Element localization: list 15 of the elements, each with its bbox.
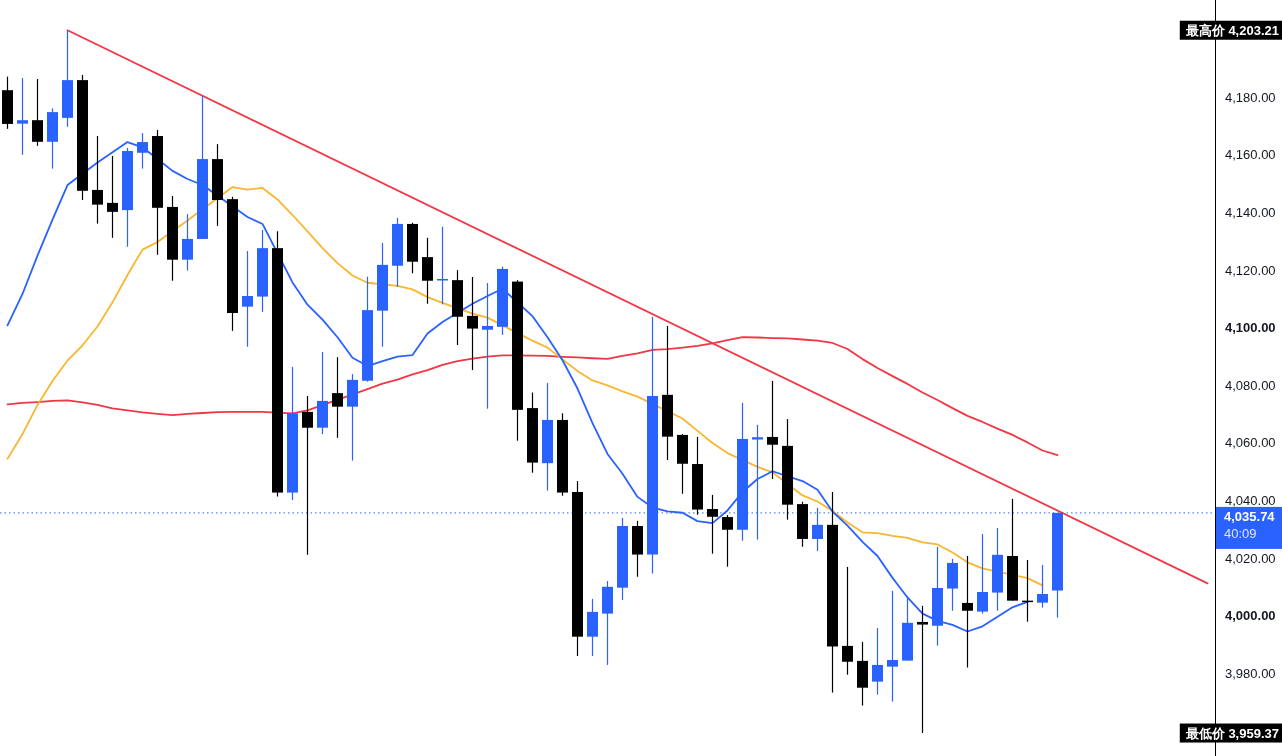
y-tick-label: 4,140.00 xyxy=(1225,204,1276,220)
y-tick-label: 3,980.00 xyxy=(1225,666,1276,682)
y-tick-label: 4,020.00 xyxy=(1225,550,1276,566)
y-tick-label: 4,180.00 xyxy=(1225,89,1276,105)
y-tick-label: 4,060.00 xyxy=(1225,435,1276,451)
text: 40:09 xyxy=(1224,525,1257,541)
y-tick-label: 4,120.00 xyxy=(1225,262,1276,278)
y-tick-label: 4,100.00 xyxy=(1225,320,1276,336)
y-tick-label: 4,040.00 xyxy=(1225,493,1276,509)
y-tick-label: 4,080.00 xyxy=(1225,377,1276,393)
annotation: 最低价 3,959.37 xyxy=(1184,725,1279,741)
y-tick-label: 4,160.00 xyxy=(1225,147,1276,163)
annotation: 最高价 4,203.21 xyxy=(1184,22,1279,38)
y-tick-label: 4,000.00 xyxy=(1225,608,1276,624)
ref-line-label: 4,035.74 xyxy=(1224,508,1276,524)
